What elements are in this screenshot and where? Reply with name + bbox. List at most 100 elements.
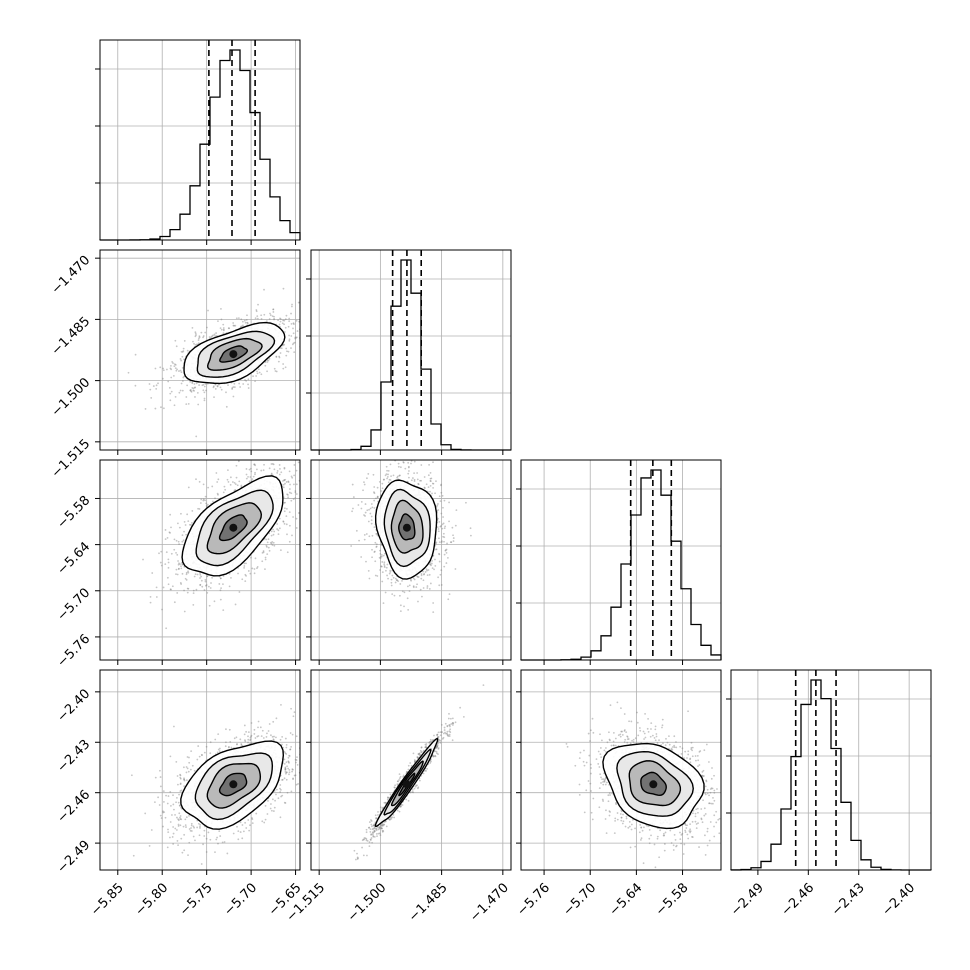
panel-1-0-point [191, 386, 194, 389]
panel-2-0-point [220, 587, 222, 590]
panel-2-1-point [417, 482, 420, 485]
panel-2-1-point [358, 539, 360, 542]
panel-2-0-point [282, 483, 285, 486]
panel-3-0-point [281, 736, 284, 738]
panel-2-0-point [177, 563, 180, 566]
panel-2-1-point [388, 450, 390, 452]
panel-2-1-point [378, 437, 380, 439]
panel-2-0-point [227, 469, 229, 471]
panel-3-0-point [203, 751, 206, 754]
panel-3-0-point [166, 846, 169, 849]
panel-2-0-point [202, 498, 205, 501]
panel-2-0-point [195, 478, 197, 481]
panel-2-1-point [392, 474, 395, 477]
panel-2-1-point [372, 473, 375, 476]
panel-1-0-point [239, 386, 242, 388]
panel-1-0-point [278, 323, 281, 326]
panel-1-0-point [255, 310, 258, 313]
panel-1-0-point [243, 319, 246, 322]
panel-1-0-point [295, 336, 298, 339]
panel-2-0-point [185, 571, 188, 574]
panel-1-0-point [256, 317, 259, 320]
panel-2-1-point [387, 481, 390, 484]
panel-3-0-point [180, 818, 183, 821]
panel-2-0-point [273, 544, 276, 547]
panel-1-0-point [225, 405, 228, 408]
panel-2-0-point [238, 480, 241, 483]
panel-2-0-point [245, 562, 247, 565]
panel-2-1-point [407, 608, 410, 611]
panel-2-0-point [263, 454, 265, 456]
panel-2-1-point [439, 500, 442, 503]
panel-2-1-point [376, 496, 379, 498]
panel-1-0-point [222, 327, 225, 329]
panel-1-0-point [203, 397, 206, 400]
panel-2-0-point [278, 527, 281, 530]
panel-1-0-point [232, 322, 235, 324]
panel-2-0-point [295, 527, 298, 529]
panel-1-0-point [240, 325, 243, 328]
panel-3-0-point [177, 823, 180, 826]
panel-3-0-point [179, 782, 182, 785]
panel-1-0-point [268, 357, 271, 360]
panel-1-0-point [204, 331, 207, 334]
panel-1-0-point [222, 329, 225, 332]
panel-2-0-point [240, 484, 243, 487]
panel-2-1-point [390, 578, 393, 581]
panel-2-0-point [234, 483, 237, 486]
panel-2-1-point [442, 535, 444, 538]
panel-2-1-point [403, 605, 405, 608]
panel-2-1-point [416, 478, 419, 481]
panel-1-0-point [285, 347, 288, 350]
panel-2-0-point [294, 491, 297, 494]
panel-2-0-point [200, 579, 203, 582]
panel-3-0-point [275, 788, 278, 791]
panel-2-0-point [286, 551, 289, 554]
panel-2-0-point [305, 454, 307, 456]
panel-1-0-point [170, 368, 173, 371]
panel-1-0-point [303, 317, 305, 319]
panel-1-0-point [194, 396, 196, 398]
panel-2-0-point [237, 460, 240, 463]
panel-2-1-point [364, 515, 366, 517]
panel-2-0-point [214, 497, 216, 500]
panel-2-0-point [284, 478, 287, 481]
panel-2-1-point [360, 556, 363, 558]
panel-3-0-point [177, 801, 180, 804]
panel-2-0-point [267, 538, 270, 541]
panel-1-0-point [207, 309, 209, 312]
panel-2-0-point [203, 589, 206, 591]
panel-2-1-point [428, 435, 430, 437]
panel-2-1-point [412, 577, 415, 580]
panel-2-0-point [181, 534, 184, 537]
panel-2-0-point [234, 603, 237, 606]
panel-2-0-point [278, 473, 281, 476]
panel-2-1-point [465, 501, 467, 504]
panel-2-0-point [295, 517, 298, 520]
panel-1-0-point [260, 314, 263, 317]
panel-2-0-point [270, 530, 273, 533]
panel-1-0-point [285, 314, 288, 317]
panel-2-0-point [178, 526, 181, 529]
panel-1-0-point [150, 397, 153, 399]
panel-2-1-point [391, 593, 394, 596]
panel-3-0-point [247, 735, 249, 738]
panel-2-1-point [438, 552, 440, 555]
panel-2-0-point [160, 550, 163, 553]
panel-2-0-point [233, 489, 236, 492]
panel-1-0-point [173, 363, 176, 366]
panel-3-0-point [196, 826, 199, 829]
panel-2-0-point [288, 446, 290, 448]
panel-1-0-point [272, 308, 275, 311]
panel-1-0-point [212, 385, 215, 388]
panel-2-0-point [295, 493, 298, 495]
panel-2-1-point [402, 461, 405, 463]
panel-3-0-point [197, 745, 200, 747]
panel-1-0-point [294, 337, 297, 340]
panel-1-0-point [220, 388, 223, 391]
panel-1-0-point [228, 327, 231, 330]
panel-3-0-point [287, 760, 290, 763]
panel-2-1-point [381, 487, 384, 490]
panel-1-0-point [290, 335, 293, 337]
panel-1-0-point [170, 390, 173, 393]
